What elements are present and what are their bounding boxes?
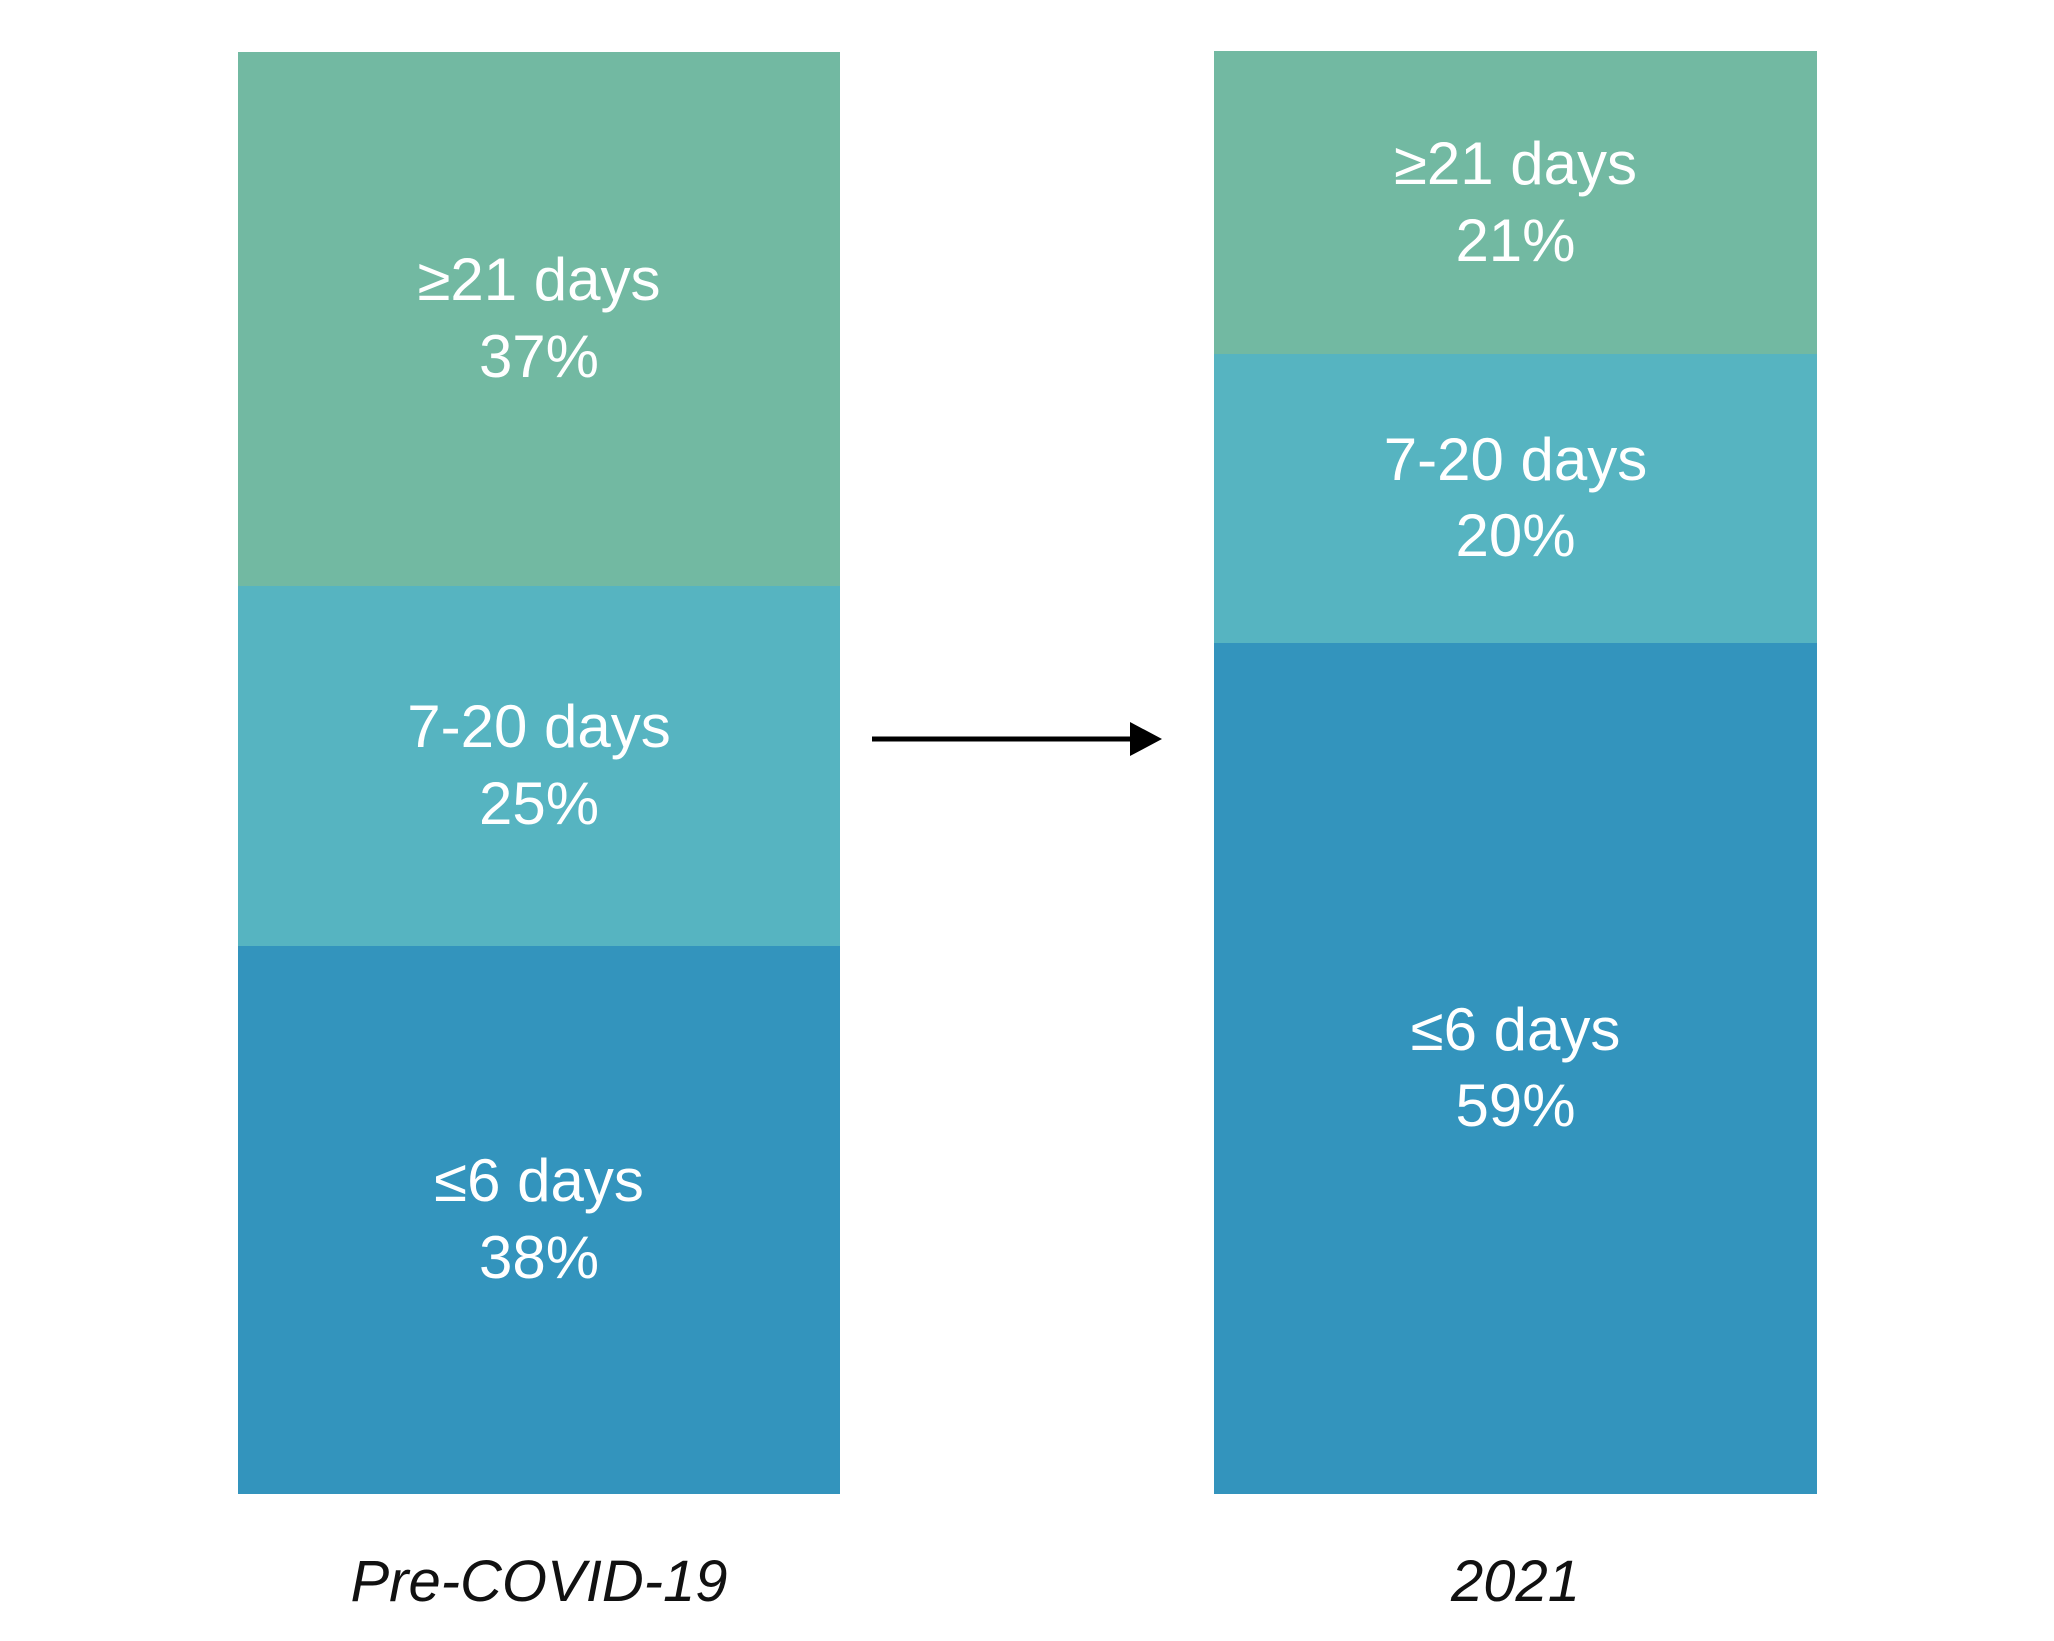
bar-segment: ≤6 days 59% (1214, 642, 1817, 1494)
bar-segment: ≤6 days 38% (238, 946, 840, 1494)
bar-segment: ≥21 days 21% (1214, 51, 1817, 355)
segment-name: ≥21 days (1393, 129, 1638, 197)
segment-value: 20% (1455, 502, 1576, 570)
segment-text: ≥21 days 21% (1394, 126, 1637, 280)
segment-value: 38% (478, 1224, 600, 1292)
bar-segment: ≥21 days 37% (238, 52, 840, 586)
segment-name: 7-20 days (407, 693, 671, 760)
segment-value: 37% (478, 322, 600, 390)
segment-text: 7-20 days 25% (407, 689, 671, 843)
segment-name: ≥21 days (417, 245, 661, 313)
segment-text: ≤6 days 38% (434, 1143, 644, 1297)
segment-text: ≥21 days 37% (417, 242, 660, 396)
bar-2021: ≥21 days 21% 7-20 days 20% ≤6 days 59% (1214, 51, 1817, 1494)
segment-value: 25% (478, 769, 600, 837)
arrow-right-icon (872, 722, 1162, 756)
segment-value: 59% (1455, 1072, 1576, 1140)
segment-text: ≤6 days 59% (1411, 992, 1621, 1146)
category-label-pre-covid-19: Pre-COVID-19 (350, 1549, 728, 1614)
category-label-2021: 2021 (1450, 1549, 1581, 1614)
bar-pre-covid-19: ≥21 days 37% 7-20 days 25% ≤6 days 38% (238, 52, 840, 1494)
segment-name: ≤6 days (434, 1147, 644, 1215)
segment-name: ≤6 days (1410, 995, 1621, 1063)
segment-name: 7-20 days (1383, 425, 1648, 493)
bar-segment: 7-20 days 25% (238, 585, 840, 947)
segment-text: 7-20 days 20% (1384, 422, 1648, 576)
bar-segment: 7-20 days 20% (1214, 354, 1817, 643)
segment-value: 21% (1455, 206, 1576, 274)
